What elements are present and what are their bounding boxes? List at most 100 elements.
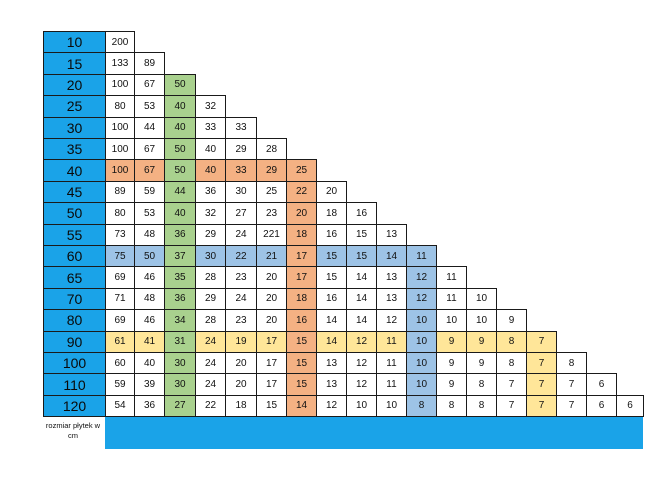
table-cell: 69	[105, 309, 135, 332]
table-cell: 24	[195, 373, 226, 396]
table-cell: 9	[466, 330, 497, 353]
table-cell: 22	[195, 394, 226, 418]
table-cell: 23	[225, 266, 257, 289]
table-cell: 14	[376, 245, 407, 268]
table-cell: 20	[256, 309, 287, 332]
table-cell: 80	[105, 95, 135, 118]
table-cell: 29	[225, 138, 257, 161]
table-cell: 67	[134, 73, 165, 97]
table-cell: 10	[346, 394, 377, 418]
table-cell: 17	[256, 352, 287, 375]
table-cell: 20	[225, 373, 257, 396]
table-cell: 8	[496, 330, 527, 353]
table-cell: 30	[195, 245, 226, 268]
table-cell: 14	[346, 309, 377, 332]
table-cell: 24	[195, 352, 226, 375]
table-cell: 31	[164, 330, 196, 353]
table-cell: 80	[105, 202, 135, 225]
table-cell: 6	[616, 394, 644, 418]
table-cell: 36	[164, 223, 196, 246]
row-header: 20	[43, 73, 106, 97]
table-cell: 11	[376, 373, 407, 396]
table-cell: 10	[406, 330, 437, 353]
table-cell: 40	[195, 159, 226, 182]
table-cell: 24	[195, 330, 226, 353]
table-cell: 19	[225, 330, 257, 353]
table-cell: 7	[496, 373, 527, 396]
table-cell: 73	[105, 223, 135, 246]
table-cell: 25	[286, 159, 317, 182]
table-cell: 10	[466, 287, 497, 311]
table-cell: 50	[134, 245, 165, 268]
table-cell: 20	[286, 202, 317, 225]
table-cell: 9	[436, 330, 467, 353]
table-cell: 28	[195, 266, 226, 289]
table-cell: 7	[526, 352, 557, 375]
table-cell: 13	[316, 352, 347, 375]
table-cell: 7	[526, 394, 557, 418]
table-cell: 12	[376, 309, 407, 332]
table-cell: 89	[105, 180, 135, 204]
table-cell: 28	[195, 309, 226, 332]
table-cell: 9	[466, 352, 497, 375]
table-cell: 11	[436, 287, 467, 311]
table-cell: 8	[556, 352, 587, 375]
table-cell: 34	[164, 309, 196, 332]
table-cell: 89	[134, 52, 165, 75]
table-cell: 14	[286, 394, 317, 418]
table-cell: 23	[225, 309, 257, 332]
table-cell: 32	[195, 95, 226, 118]
row-header: 80	[43, 309, 106, 332]
table-cell: 7	[556, 394, 587, 418]
table-cell: 10	[436, 309, 467, 332]
table-cell: 24	[225, 223, 257, 246]
table-cell: 35	[164, 266, 196, 289]
table-cell: 15	[286, 373, 317, 396]
table-cell: 27	[164, 394, 196, 418]
table-cell: 59	[134, 180, 165, 204]
table-cell: 46	[134, 309, 165, 332]
table-cell: 22	[225, 245, 257, 268]
table-cell: 9	[436, 352, 467, 375]
table-cell: 50	[164, 138, 196, 161]
table-cell: 9	[496, 309, 527, 332]
table-cell: 36	[195, 180, 226, 204]
table-cell: 46	[134, 266, 165, 289]
table-cell: 13	[376, 266, 407, 289]
table-cell: 33	[225, 159, 257, 182]
table-cell: 54	[105, 394, 135, 418]
table-cell: 13	[316, 373, 347, 396]
row-header: 40	[43, 159, 106, 182]
table-cell: 17	[286, 245, 317, 268]
table-cell: 20	[225, 352, 257, 375]
table-cell: 18	[316, 202, 347, 225]
table-cell: 53	[134, 95, 165, 118]
row-header: 35	[43, 138, 106, 161]
table-cell: 10	[466, 309, 497, 332]
table-cell: 69	[105, 266, 135, 289]
table-cell: 16	[286, 309, 317, 332]
table-cell: 100	[105, 159, 135, 182]
row-header: 65	[43, 266, 106, 289]
table-cell: 7	[526, 373, 557, 396]
row-header: 100	[43, 352, 106, 375]
table-cell: 53	[134, 202, 165, 225]
table-cell: 44	[134, 116, 165, 139]
table-cell: 15	[316, 245, 347, 268]
table-cell: 25	[256, 180, 287, 204]
table-cell: 23	[256, 202, 287, 225]
table-cell: 8	[496, 352, 527, 375]
table-cell: 10	[406, 352, 437, 375]
row-header: 90	[43, 330, 106, 353]
table-cell: 33	[195, 116, 226, 139]
table-cell: 100	[105, 138, 135, 161]
table-cell: 22	[286, 180, 317, 204]
table-cell: 20	[316, 180, 347, 204]
table-cell: 9	[436, 373, 467, 396]
table-cell: 7	[556, 373, 587, 396]
table-cell: 20	[256, 266, 287, 289]
table-cell: 67	[134, 159, 165, 182]
table-cell: 13	[376, 287, 407, 311]
table-cell: 17	[256, 373, 287, 396]
